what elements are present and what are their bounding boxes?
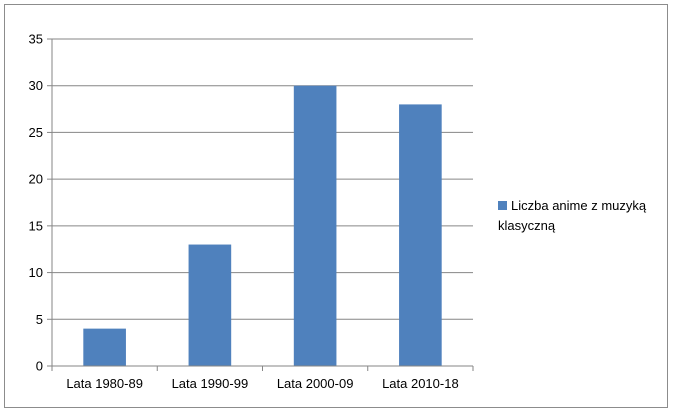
bar [188,244,232,366]
y-tick-label: 15 [29,218,43,233]
legend-label: Liczba anime z muzyką klasyczną [498,198,647,233]
y-tick-label: 30 [29,78,43,93]
y-tick-label: 0 [36,359,43,374]
bar [83,328,126,366]
legend: Liczba anime z muzyką klasyczną [498,196,668,236]
bar [399,104,442,367]
y-tick-label: 20 [29,172,43,187]
y-tick-label: 5 [36,312,43,327]
bars [83,85,442,367]
y-tick-label: 35 [29,32,43,47]
x-tick-label: Lata 1990-99 [172,376,249,391]
y-tick-labels: 0 5 10 15 20 25 30 35 [29,32,43,374]
y-tick-label: 25 [29,125,43,140]
axes [51,39,474,371]
y-tick-label: 10 [29,265,43,280]
legend-swatch [498,201,507,210]
bar [293,85,337,366]
x-tick-labels: Lata 1980-89 Lata 1990-99 Lata 2000-09 Lata… [66,376,458,391]
x-tick-label: Lata 2000-09 [277,376,354,391]
x-tick-label: Lata 2010-18 [382,376,459,391]
x-tick-label: Lata 1980-89 [66,376,143,391]
